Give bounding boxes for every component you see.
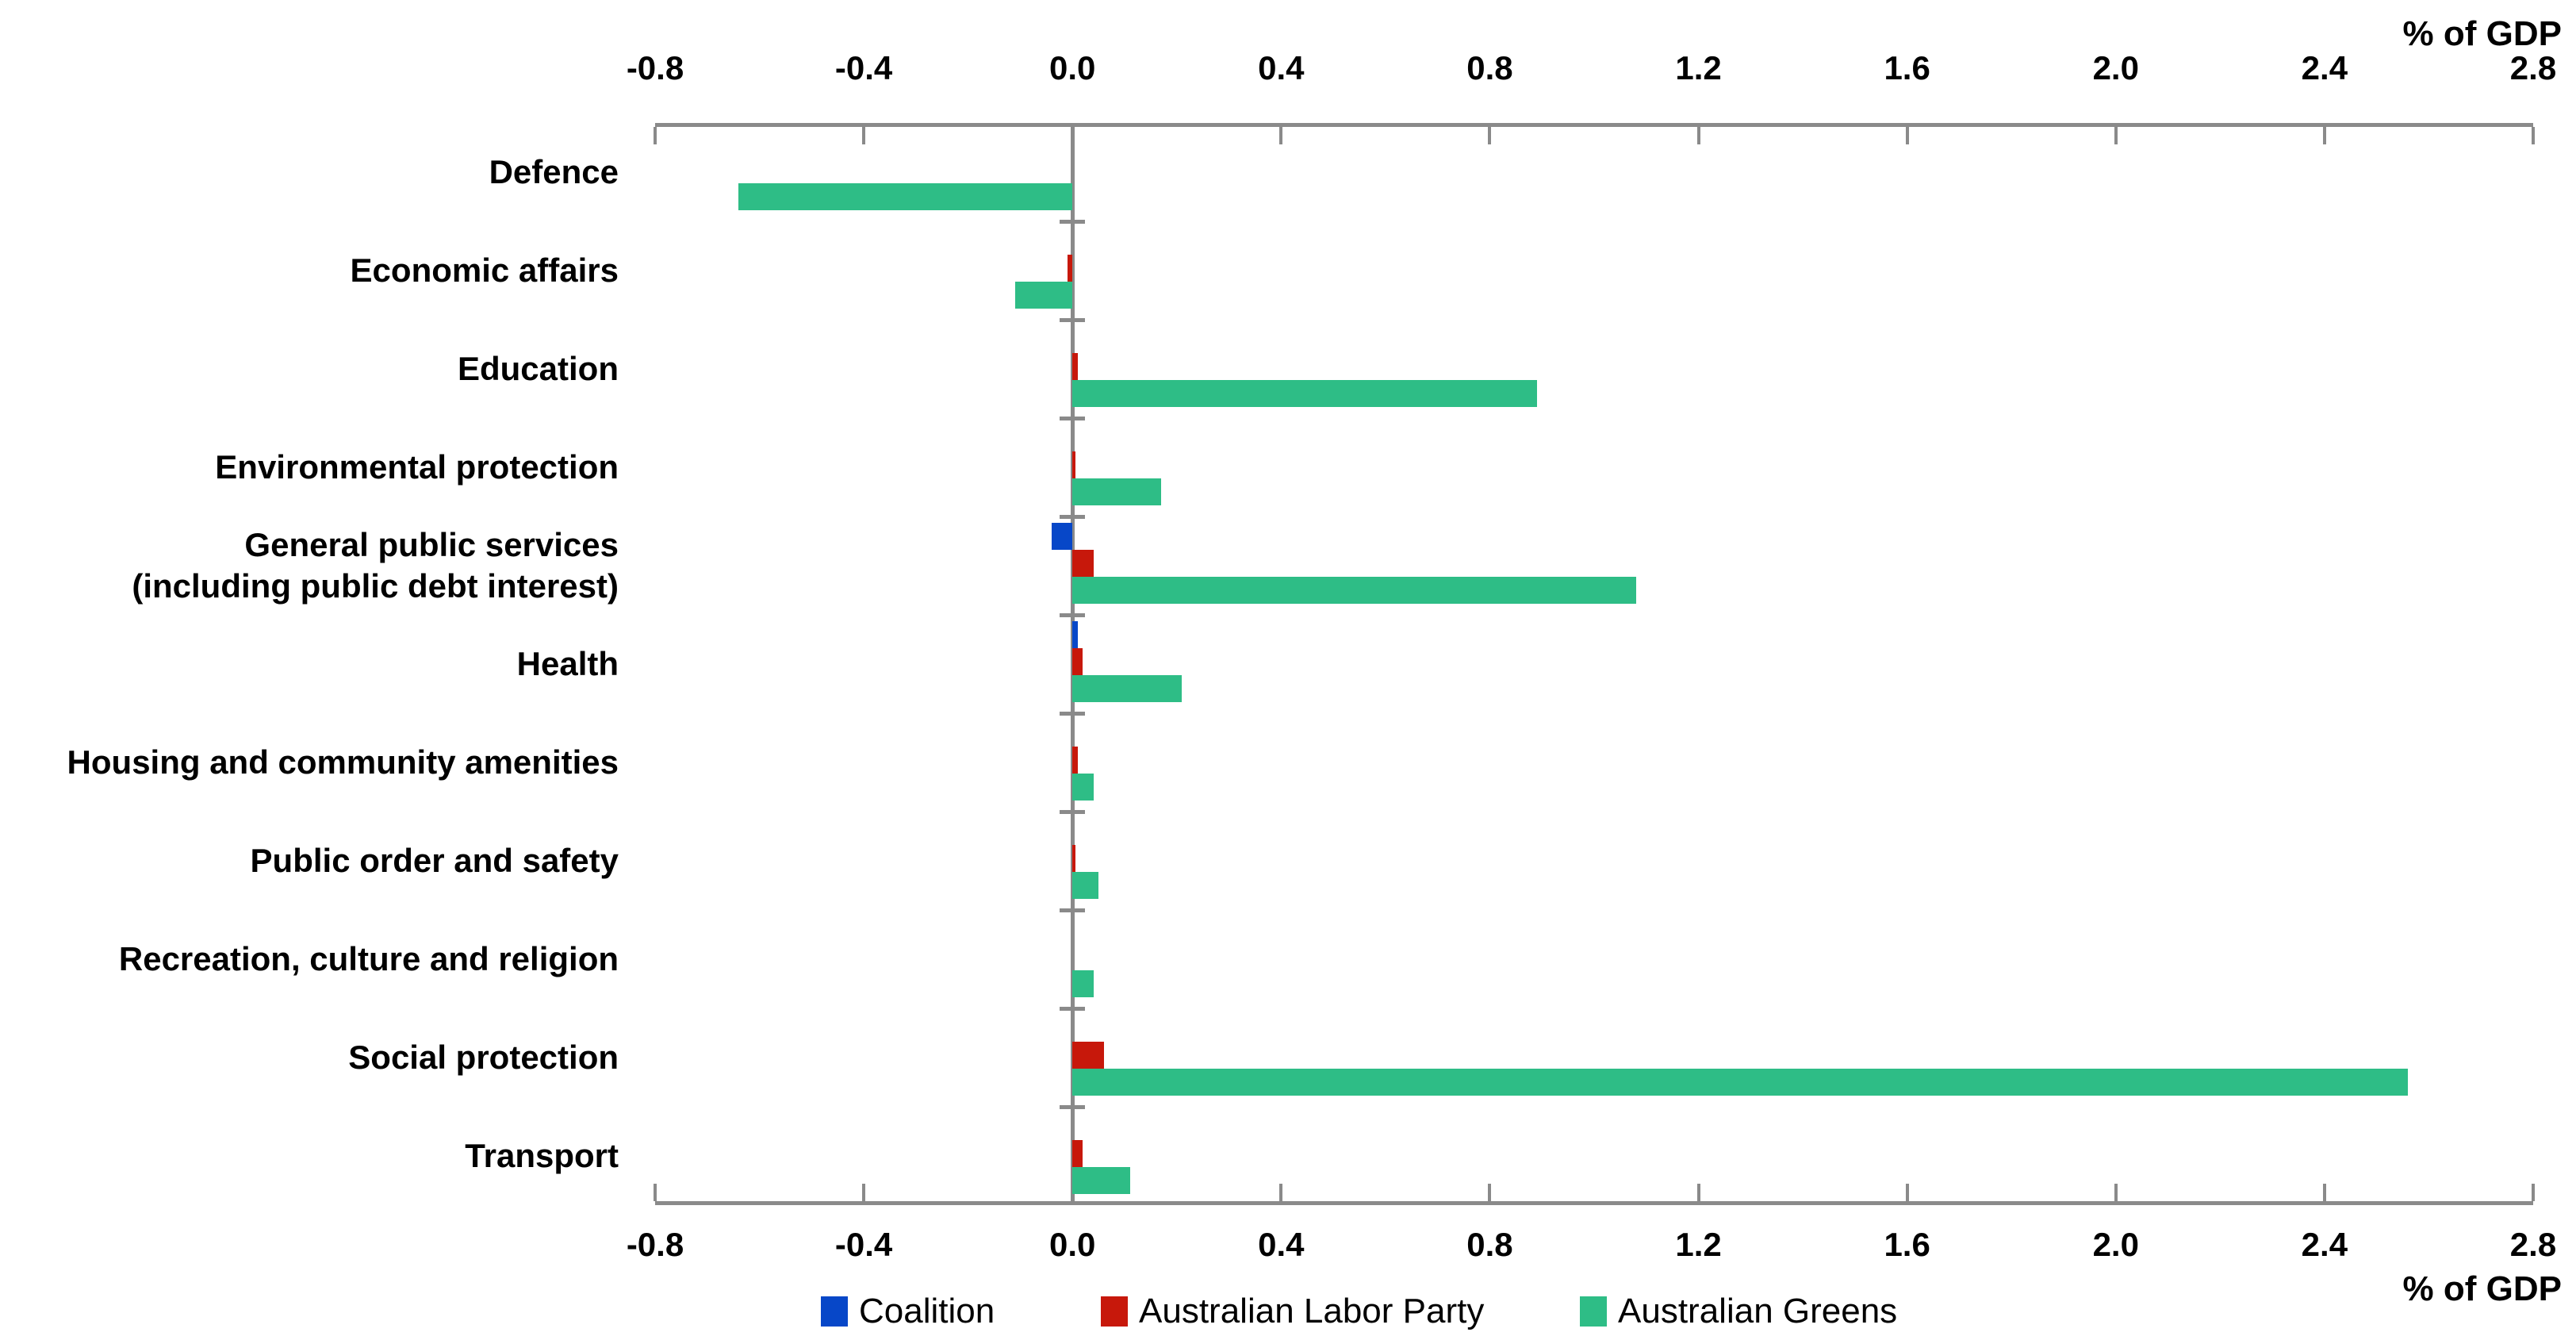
category-boundary-tick (1060, 613, 1086, 617)
bar-australian-greens (1014, 282, 1073, 309)
category-boundary-tick (1060, 318, 1086, 322)
category-boundary-tick (1060, 515, 1086, 519)
bottom-axis-unit-label: % of GDP (2402, 1269, 2562, 1308)
category-boundary-tick (1060, 712, 1086, 716)
top-axis-tick (1905, 127, 1909, 144)
top-axis-tick-label: 0.4 (1258, 49, 1305, 86)
bar-australian-labor-party (1072, 353, 1078, 380)
legend-label: Australian Labor Party (1139, 1292, 1485, 1330)
bottom-axis-tick-label: 0.4 (1258, 1226, 1305, 1263)
bottom-axis-tick-label: 2.8 (2509, 1226, 2557, 1263)
top-axis-tick-label: 2.8 (2509, 49, 2557, 86)
bar-australian-labor-party (1072, 451, 1075, 478)
category-boundary-tick (1060, 1105, 1086, 1109)
legend-item: Coalition (821, 1292, 995, 1331)
bar-australian-greens (1072, 970, 1094, 997)
bottom-axis-tick (2532, 1184, 2535, 1201)
bar-coalition (1051, 523, 1073, 550)
category-label: Defence (489, 153, 619, 190)
bottom-axis-tick (1488, 1184, 1492, 1201)
top-axis-tick-label: 0.0 (1049, 49, 1096, 86)
bar-australian-greens (1072, 1069, 2409, 1096)
bar-coalition (1072, 621, 1078, 648)
top-axis-tick (1488, 127, 1492, 144)
legend-label: Coalition (859, 1292, 995, 1330)
legend-swatch-icon (821, 1296, 848, 1327)
bottom-axis-tick-label: 2.4 (2301, 1226, 2348, 1263)
bottom-axis-tick (654, 1184, 657, 1201)
category-label: Environmental protection (215, 448, 619, 486)
bottom-axis-line (655, 1201, 2533, 1205)
category-label: Housing and community amenities (67, 743, 619, 781)
category-label: Education (457, 350, 619, 387)
top-axis-tick (2322, 127, 2326, 144)
category-label: Recreation, culture and religion (118, 940, 619, 977)
top-axis-tick (2114, 127, 2118, 144)
top-axis-tick-label: 2.4 (2301, 49, 2348, 86)
bottom-axis-tick (862, 1184, 866, 1201)
bottom-axis-tick-label: -0.4 (834, 1226, 893, 1263)
top-axis-tick (1696, 127, 1700, 144)
bar-australian-labor-party (1072, 845, 1075, 872)
bar-australian-labor-party (1072, 1140, 1083, 1167)
bottom-axis-tick (1905, 1184, 1909, 1201)
bar-australian-greens (1072, 774, 1094, 801)
top-axis-tick-label: 1.2 (1675, 49, 1722, 86)
top-axis-tick-label: 2.0 (2092, 49, 2139, 86)
top-axis-tick-label: 0.8 (1466, 49, 1513, 86)
category-boundary-tick (1060, 417, 1086, 420)
bar-australian-labor-party (1072, 550, 1094, 577)
bottom-axis-tick (1279, 1184, 1283, 1201)
top-axis-tick (862, 127, 866, 144)
bar-australian-labor-party (1067, 255, 1073, 282)
category-label: Social protection (348, 1039, 619, 1076)
category-label: Public order and safety (250, 842, 619, 879)
legend-swatch-icon (1580, 1296, 1607, 1327)
bottom-axis-tick-label: 1.6 (1884, 1226, 1930, 1263)
category-boundary-tick (1060, 220, 1086, 224)
bottom-axis-tick-label: 2.0 (2092, 1226, 2139, 1263)
bottom-axis-tick (2114, 1184, 2118, 1201)
category-label: Health (516, 645, 619, 682)
bar-australian-greens (1072, 675, 1183, 702)
bar-australian-greens (1072, 1167, 1130, 1194)
bar-australian-labor-party (1072, 1042, 1104, 1069)
bottom-axis-tick-label: 0.0 (1049, 1226, 1096, 1263)
legend-swatch-icon (1101, 1296, 1128, 1327)
bar-australian-greens (1072, 872, 1099, 899)
bar-australian-greens (1072, 478, 1162, 505)
bottom-axis-tick-label: 0.8 (1466, 1226, 1513, 1263)
bar-australian-greens (1072, 380, 1537, 407)
top-axis-tick-label: 1.6 (1884, 49, 1930, 86)
top-axis-tick-label: -0.8 (626, 49, 684, 86)
bar-australian-labor-party (1072, 648, 1083, 675)
category-boundary-tick (1060, 810, 1086, 814)
legend-item: Australian Labor Party (1101, 1292, 1484, 1331)
category-boundary-tick (1060, 1007, 1086, 1011)
top-axis-tick (1279, 127, 1283, 144)
bar-australian-labor-party (1072, 747, 1078, 774)
bottom-axis-tick (1696, 1184, 1700, 1201)
category-label: Economic affairs (350, 251, 619, 289)
bar-australian-greens (1072, 577, 1636, 604)
bar-australian-greens (738, 183, 1073, 210)
category-label: General public services (including public… (132, 526, 619, 605)
legend: Coalition Australian Labor Party Australia… (0, 1292, 2576, 1331)
bottom-axis-tick-label: -0.8 (626, 1226, 684, 1263)
category-label: Transport (465, 1137, 619, 1174)
top-axis-tick (2532, 127, 2535, 144)
top-axis-tick (654, 127, 657, 144)
top-axis-unit-label: % of GDP (2402, 14, 2562, 53)
category-boundary-tick (1060, 908, 1086, 912)
legend-label: Australian Greens (1618, 1292, 1898, 1330)
top-axis-tick (1071, 127, 1075, 144)
bottom-axis-tick-label: 1.2 (1675, 1226, 1722, 1263)
legend-item: Australian Greens (1580, 1292, 1897, 1331)
bottom-axis-tick (2322, 1184, 2326, 1201)
top-axis-line (655, 123, 2533, 127)
top-axis-tick-label: -0.4 (834, 49, 893, 86)
